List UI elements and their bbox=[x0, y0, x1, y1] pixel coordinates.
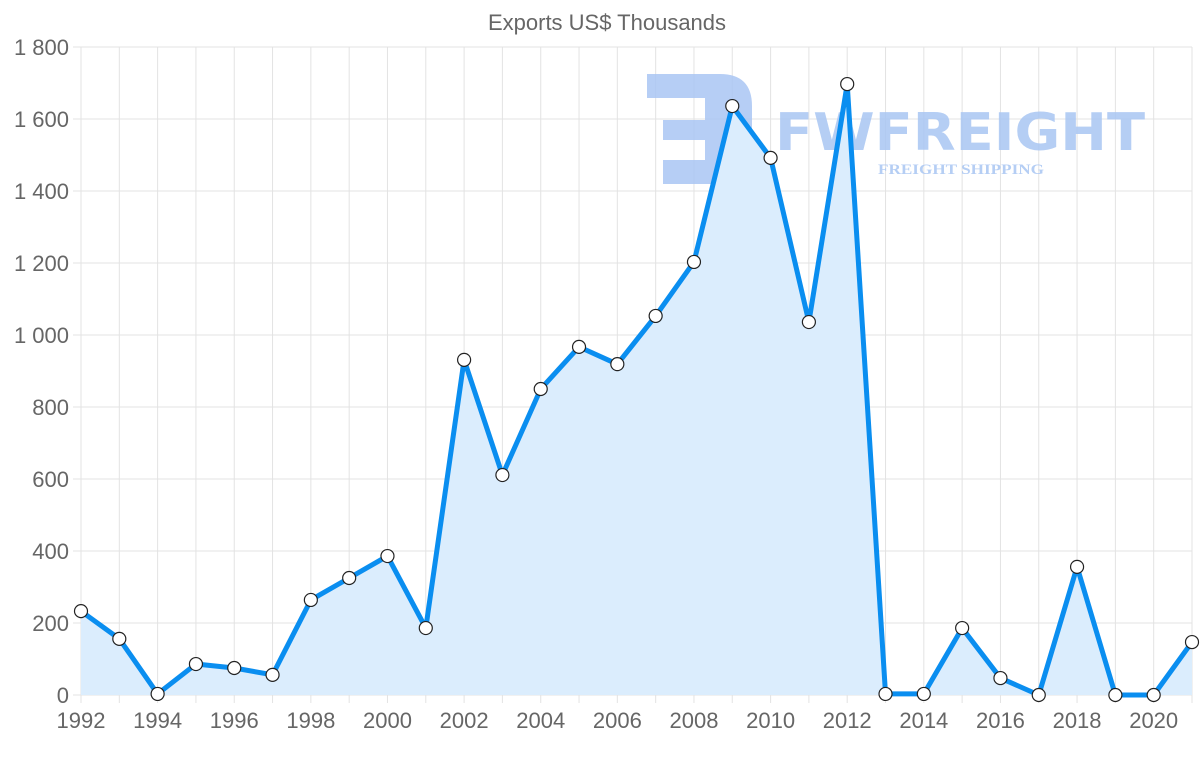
y-tick-label: 0 bbox=[57, 683, 69, 708]
y-tick-label: 1 600 bbox=[14, 107, 69, 132]
y-tick-label: 1 400 bbox=[14, 179, 69, 204]
y-tick-label: 600 bbox=[32, 467, 69, 492]
data-point bbox=[993, 670, 1008, 686]
data-point bbox=[265, 667, 280, 682]
data-point bbox=[648, 308, 663, 324]
data-point bbox=[73, 604, 89, 619]
y-tick-label: 1 200 bbox=[14, 251, 69, 276]
x-tick-label: 2004 bbox=[516, 708, 565, 733]
x-tick-label: 2020 bbox=[1129, 708, 1178, 733]
data-point bbox=[418, 620, 433, 636]
data-point bbox=[1108, 687, 1123, 703]
data-point bbox=[457, 352, 472, 367]
data-point bbox=[725, 98, 740, 114]
data-point bbox=[1069, 559, 1085, 574]
x-tick-label: 2012 bbox=[823, 708, 872, 733]
x-axis: 1992 1994 1996 1998 2000 2002 2004 2006 2008 2010… bbox=[57, 708, 1179, 733]
x-tick-label: 2002 bbox=[440, 708, 489, 733]
x-tick-label: 2008 bbox=[669, 708, 718, 733]
y-tick-label: 400 bbox=[32, 539, 69, 564]
x-tick-label: 1998 bbox=[286, 708, 335, 733]
data-point bbox=[878, 686, 893, 702]
watermark-brand: FWFREIGHT bbox=[775, 103, 1146, 163]
data-point bbox=[112, 631, 127, 646]
series-area bbox=[81, 84, 1192, 695]
data-point bbox=[188, 656, 204, 672]
y-axis: 0 200 400 600 800 1 000 1 200 1 400 1 600 1 800 bbox=[14, 35, 69, 708]
data-point bbox=[763, 150, 778, 165]
data-point bbox=[686, 254, 702, 270]
x-tick-label: 2018 bbox=[1053, 708, 1102, 733]
series-exports bbox=[73, 76, 1200, 703]
x-tick-label: 2010 bbox=[746, 708, 795, 733]
x-tick-label: 1994 bbox=[133, 708, 182, 733]
data-point bbox=[840, 76, 855, 92]
x-tick-label: 2000 bbox=[363, 708, 412, 733]
data-point bbox=[342, 570, 357, 586]
y-tick-label: 1 800 bbox=[14, 35, 69, 60]
data-point bbox=[533, 381, 548, 397]
data-point bbox=[1031, 687, 1046, 703]
y-tick-label: 1 000 bbox=[14, 323, 69, 348]
data-point bbox=[495, 467, 510, 483]
data-point bbox=[571, 339, 587, 354]
data-point bbox=[955, 620, 970, 636]
watermark-tagline: FREIGHT SHIPPING bbox=[878, 162, 1044, 178]
x-tick-label: 1996 bbox=[210, 708, 259, 733]
data-point bbox=[303, 592, 318, 608]
data-point bbox=[1146, 687, 1161, 703]
data-point bbox=[380, 548, 395, 564]
chart-title: Exports US$ Thousands bbox=[488, 10, 726, 35]
data-point bbox=[227, 660, 242, 676]
data-point bbox=[150, 686, 165, 702]
data-point bbox=[1184, 634, 1200, 650]
x-tick-label: 2016 bbox=[976, 708, 1025, 733]
x-tick-label: 2014 bbox=[899, 708, 948, 733]
y-tick-label: 800 bbox=[32, 395, 69, 420]
x-tick-label: 1992 bbox=[57, 708, 106, 733]
data-point bbox=[801, 314, 816, 330]
x-tick-label: 2006 bbox=[593, 708, 642, 733]
data-point bbox=[916, 686, 931, 702]
data-point bbox=[610, 357, 625, 372]
y-tick-label: 200 bbox=[32, 611, 69, 636]
